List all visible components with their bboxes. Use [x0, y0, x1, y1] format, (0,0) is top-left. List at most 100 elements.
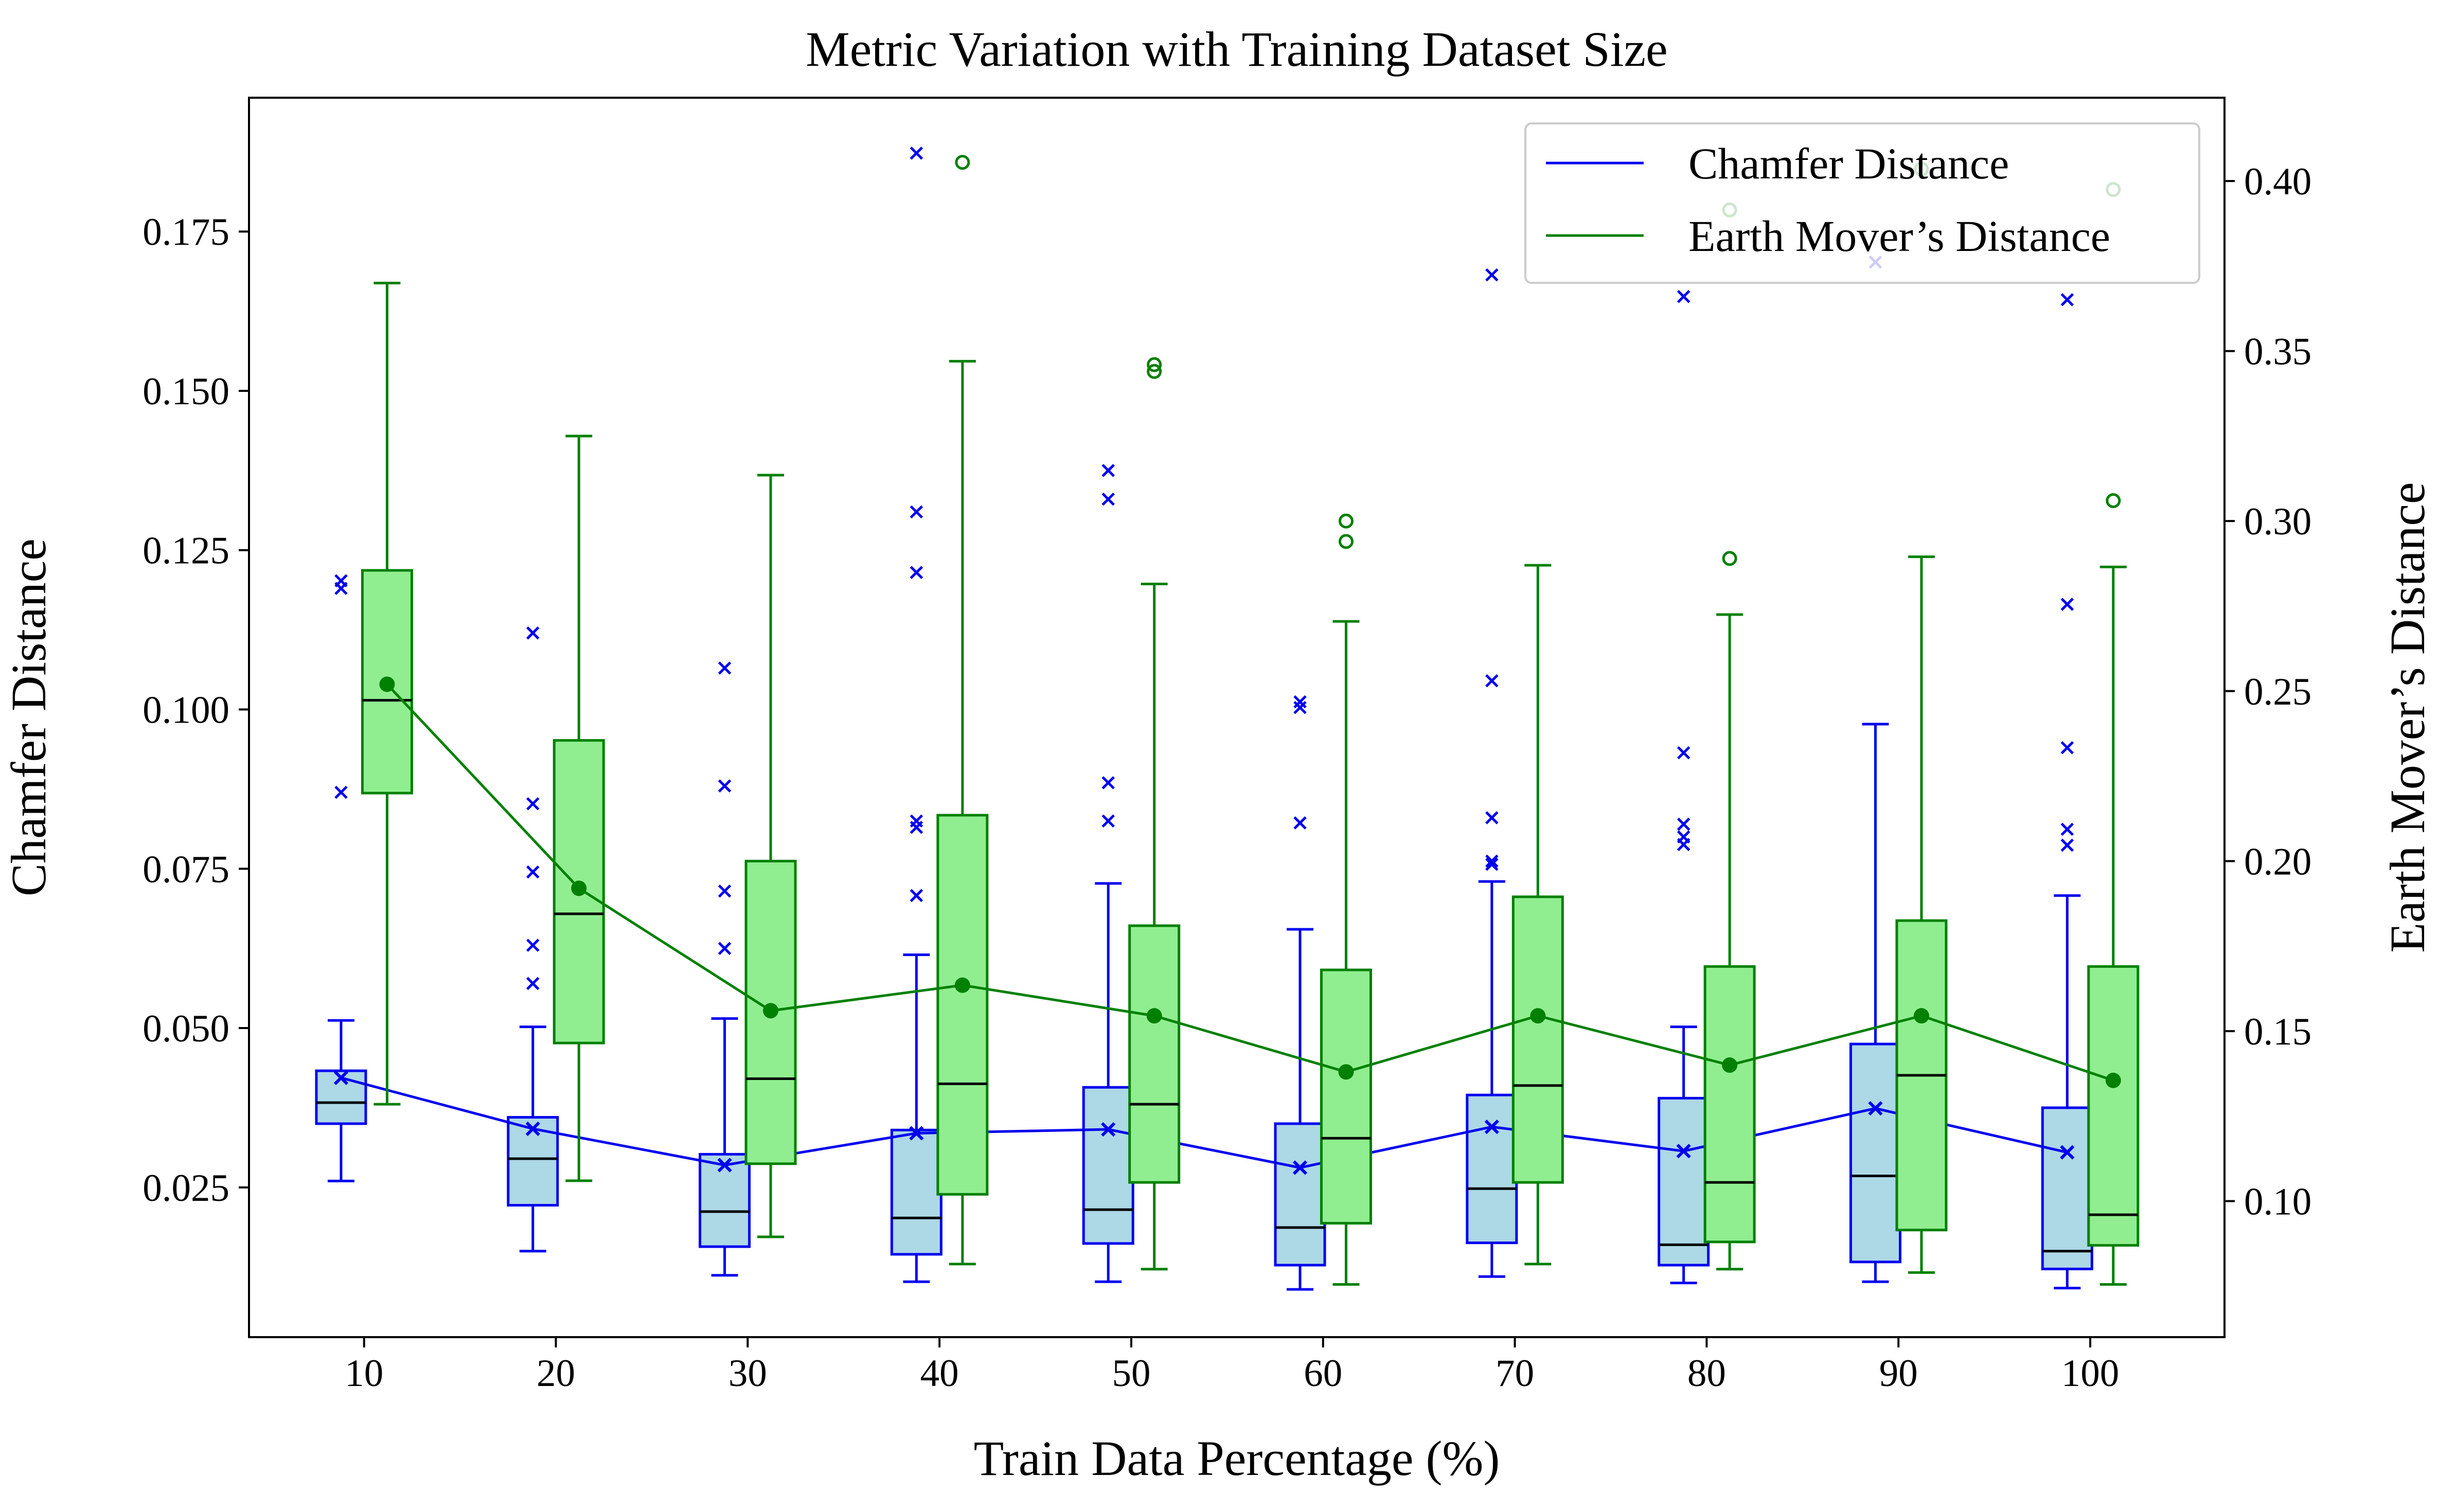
outlier-marker	[1147, 357, 1162, 372]
left-y-tick-label: 0.025	[143, 1167, 229, 1210]
x-tick-label: 10	[345, 1352, 383, 1395]
box-iqr	[1703, 965, 1756, 1244]
box-iqr	[1849, 1042, 1901, 1264]
box-iqr	[1082, 1086, 1134, 1245]
outlier-marker	[910, 566, 923, 579]
outlier-marker	[1293, 816, 1307, 830]
outlier-marker	[526, 977, 540, 991]
mean-marker	[954, 977, 970, 993]
mean-marker	[1484, 1119, 1499, 1135]
outlier-marker	[1101, 776, 1115, 789]
outlier-marker	[2060, 598, 2074, 611]
outlier-marker	[2060, 838, 2074, 852]
left-y-tick-label: 0.175	[143, 211, 229, 254]
box-iqr	[1466, 1093, 1518, 1245]
outlier-marker	[2060, 293, 2074, 307]
outlier-marker	[718, 661, 732, 675]
right-y-axis-label: Earth Mover’s Distance	[2380, 482, 2435, 952]
mean-marker	[1722, 1057, 1738, 1073]
outlier-marker	[910, 889, 923, 903]
x-tick-label: 40	[920, 1352, 959, 1395]
mean-marker	[571, 880, 587, 896]
left-y-tick-label: 0.050	[143, 1007, 229, 1050]
mean-marker	[2060, 1145, 2075, 1160]
mean-marker	[1146, 1008, 1162, 1024]
outlier-marker	[526, 939, 540, 952]
mean-marker	[1913, 1008, 1929, 1024]
mean-line	[386, 683, 2114, 1082]
x-tick-label: 90	[1879, 1352, 1918, 1395]
outlier-marker	[1677, 290, 1690, 303]
outlier-marker	[910, 820, 923, 834]
mean-marker	[1101, 1122, 1116, 1137]
box-group	[1849, 255, 1901, 1283]
mean-marker	[717, 1158, 732, 1173]
series-emd	[361, 155, 2140, 1286]
outlier-marker	[334, 785, 348, 799]
box-group	[744, 474, 797, 1238]
box-group	[699, 661, 751, 1277]
x-axis: 10 20 30 40 50 60 70 80 90 100	[345, 1337, 2119, 1395]
series-chamfer	[315, 147, 2093, 1291]
box-group	[2087, 182, 2140, 1286]
chart-title: Metric Variation with Training Dataset S…	[806, 22, 1667, 77]
outlier-marker	[1677, 817, 1690, 831]
x-tick-label: 50	[1112, 1352, 1150, 1395]
box-iqr	[890, 1128, 942, 1256]
x-axis-label: Train Data Percentage (%)	[974, 1431, 1500, 1486]
outlier-marker	[1101, 492, 1115, 506]
mean-marker	[1868, 1101, 1883, 1116]
outlier-marker	[910, 147, 923, 160]
outlier-marker	[1485, 854, 1499, 868]
outlier-marker	[1722, 551, 1737, 566]
box-group	[553, 435, 605, 1182]
box-iqr	[936, 814, 989, 1196]
outlier-marker	[1485, 674, 1499, 688]
box-group	[890, 147, 942, 1283]
outlier-marker	[910, 505, 923, 519]
box-group	[1658, 290, 1710, 1285]
right-y-tick-label: 0.10	[2244, 1181, 2311, 1223]
box-group	[315, 574, 367, 1182]
x-tick-label: 30	[728, 1352, 767, 1395]
outlier-marker	[526, 797, 540, 811]
outlier-marker	[1339, 513, 1354, 529]
right-y-tick-label: 0.25	[2244, 671, 2311, 713]
box-group	[936, 155, 989, 1266]
x-tick-label: 100	[2061, 1352, 2120, 1395]
mean-marker	[909, 1126, 924, 1141]
box-group	[1511, 564, 1564, 1266]
box-group	[1703, 202, 1756, 1271]
mean-marker	[1676, 1144, 1691, 1159]
outlier-marker	[1677, 746, 1690, 760]
box-iqr	[1128, 924, 1181, 1184]
box-group	[1466, 268, 1518, 1278]
box-iqr	[1658, 1096, 1710, 1267]
x-tick-label: 80	[1687, 1352, 1726, 1395]
mean-marker	[525, 1121, 540, 1136]
outlier-marker	[955, 155, 970, 170]
x-tick-label: 60	[1304, 1352, 1342, 1395]
box-group	[361, 281, 413, 1106]
outlier-marker	[1677, 838, 1690, 851]
box-group	[2041, 293, 2093, 1290]
box-group	[1274, 695, 1326, 1291]
left-y-tick-label: 0.100	[143, 689, 229, 732]
right-y-tick-label: 0.30	[2244, 500, 2311, 543]
x-tick-label: 70	[1496, 1352, 1534, 1395]
outlier-marker	[718, 942, 732, 955]
right-y-tick-label: 0.40	[2244, 160, 2311, 203]
outlier-marker	[1485, 811, 1499, 824]
box-iqr	[1511, 895, 1564, 1184]
box-group	[1082, 464, 1134, 1283]
legend-label-chamfer: Chamfer Distance	[1688, 139, 2009, 188]
mean-marker	[1292, 1160, 1308, 1175]
outlier-marker	[1101, 464, 1115, 477]
outlier-marker	[1485, 857, 1499, 871]
legend: Chamfer Distance Earth Mover’s Distance	[1524, 122, 2200, 284]
outlier-marker	[334, 582, 348, 595]
right-y-tick-label: 0.20	[2244, 840, 2311, 883]
axes-frame	[248, 97, 2226, 1338]
outlier-marker	[2060, 741, 2074, 754]
mean-marker	[763, 1003, 779, 1019]
